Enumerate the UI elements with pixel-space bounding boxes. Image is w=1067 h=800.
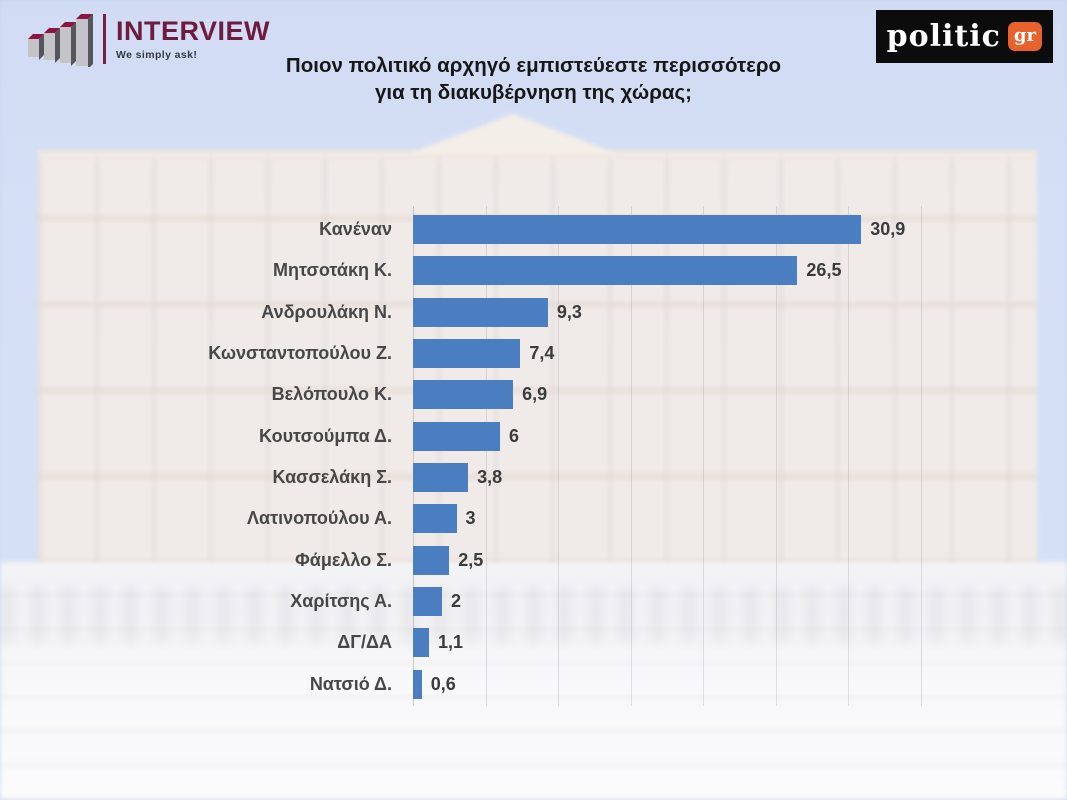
bar-track: 2 [413, 587, 928, 617]
bar [413, 504, 457, 534]
category-label: Βελόπουλο Κ. [271, 384, 392, 405]
parliament-cornice [38, 150, 1037, 160]
bar [413, 587, 442, 617]
chart-row: Βελόπουλο Κ. 6,9 [0, 374, 940, 415]
gridline [558, 206, 560, 706]
bar-track: 6 [413, 421, 928, 451]
category-label: Νατσιό Δ. [309, 673, 392, 694]
category-label: Κωνσταντοπούλου Ζ. [208, 343, 392, 364]
value-label: 1,1 [437, 632, 463, 653]
bar [413, 421, 501, 451]
interview-logo: INTERVIEW We simply ask! [26, 11, 270, 67]
gridline [920, 206, 922, 706]
category-label: Λατινοπούλου Α. [247, 508, 392, 529]
bar [413, 215, 862, 245]
bar-chart: Κανέναν 30,9 Μητσοτάκη Κ. 26,5 Ανδρουλάκ… [0, 206, 940, 706]
gridline [703, 206, 705, 706]
value-label: 2 [451, 591, 462, 612]
chart-rows: Κανέναν 30,9 Μητσοτάκη Κ. 26,5 Ανδρουλάκ… [0, 209, 940, 705]
chart-row: Κωνσταντοπούλου Ζ. 7,4 [0, 333, 940, 374]
gridline [485, 206, 487, 706]
gridline [630, 206, 632, 706]
gridline [775, 206, 777, 706]
bar [413, 628, 429, 658]
bar-track: 1,1 [413, 628, 928, 658]
bar-track: 0,6 [413, 669, 928, 699]
chart-title: Ποιον πολιτικό αρχηγό εμπιστεύεστε περισ… [286, 53, 781, 106]
chart-row: Κασσελάκη Σ. 3,8 [0, 457, 940, 498]
chart-row: Ανδρουλάκη Ν. 9,3 [0, 292, 940, 333]
chart-row: Κανέναν 30,9 [0, 209, 940, 250]
value-label: 3,8 [477, 467, 503, 488]
gridlines [413, 206, 928, 706]
category-label: ΔΓ/ΔΑ [337, 632, 392, 653]
bar [413, 545, 450, 575]
gridline [848, 206, 850, 706]
bar-track: 9,3 [413, 297, 928, 327]
category-label: Κανέναν [319, 219, 392, 240]
gridline [413, 206, 414, 706]
value-label: 26,5 [806, 260, 842, 281]
chart-title-line2: για τη διακυβέρνηση της χώρας; [375, 80, 692, 104]
chart-row: ΔΓ/ΔΑ 1,1 [0, 622, 940, 663]
parliament-steps [0, 562, 1067, 800]
category-label: Κασσελάκη Σ. [272, 467, 392, 488]
value-label: 0,6 [430, 673, 456, 694]
bar [413, 380, 514, 410]
chart-row: Κουτσούμπα Δ. 6 [0, 416, 940, 457]
value-label: 3 [465, 508, 476, 529]
chart-row: Λατινοπούλου Α. 3 [0, 498, 940, 539]
bar-track: 26,5 [413, 256, 928, 286]
interview-logo-name: INTERVIEW [116, 15, 271, 46]
chart-row: Χαρίτσης Α. 2 [0, 581, 940, 622]
value-label: 6,9 [522, 384, 548, 405]
bar [413, 297, 548, 327]
politic-logo-name: politic [886, 18, 1001, 54]
bar [413, 463, 469, 493]
chart-row: Νατσιό Δ. 0,6 [0, 664, 940, 705]
category-label: Ανδρουλάκη Ν. [261, 301, 392, 322]
chart-title-line1: Ποιον πολιτικό αρχηγό εμπιστεύεστε περισ… [285, 54, 782, 77]
value-label: 9,3 [556, 301, 582, 322]
bar-track: 3 [413, 504, 928, 534]
category-label: Φάμελλο Σ. [295, 549, 392, 570]
bar-track: 6,9 [413, 380, 928, 410]
chart-row: Μητσοτάκη Κ. 26,5 [0, 250, 940, 291]
category-label: Μητσοτάκη Κ. [273, 260, 392, 281]
logo-divider [103, 14, 106, 64]
parliament-pediment [408, 114, 618, 154]
value-label: 2,5 [458, 549, 484, 570]
bar-track: 3,8 [413, 463, 928, 493]
bar [413, 669, 422, 699]
value-label: 7,4 [529, 343, 555, 364]
bar-chart-3d-icon [28, 14, 93, 67]
chart-row: Φάμελλο Σ. 2,5 [0, 540, 940, 581]
bar [413, 339, 521, 369]
category-label: Κουτσούμπα Δ. [258, 425, 392, 446]
politic-gr-logo: politic gr [875, 10, 1053, 63]
politic-logo-gr-badge: gr [1007, 22, 1042, 51]
category-label: Χαρίτσης Α. [290, 591, 392, 612]
crowd-silhouettes [0, 586, 1067, 644]
bar-track: 2,5 [413, 545, 928, 575]
bar [413, 256, 798, 286]
interview-logo-tagline: We simply ask! [116, 48, 198, 61]
value-label: 6 [509, 425, 520, 446]
value-label: 30,9 [870, 219, 906, 240]
bar-track: 30,9 [413, 215, 928, 245]
bar-track: 7,4 [413, 339, 928, 369]
